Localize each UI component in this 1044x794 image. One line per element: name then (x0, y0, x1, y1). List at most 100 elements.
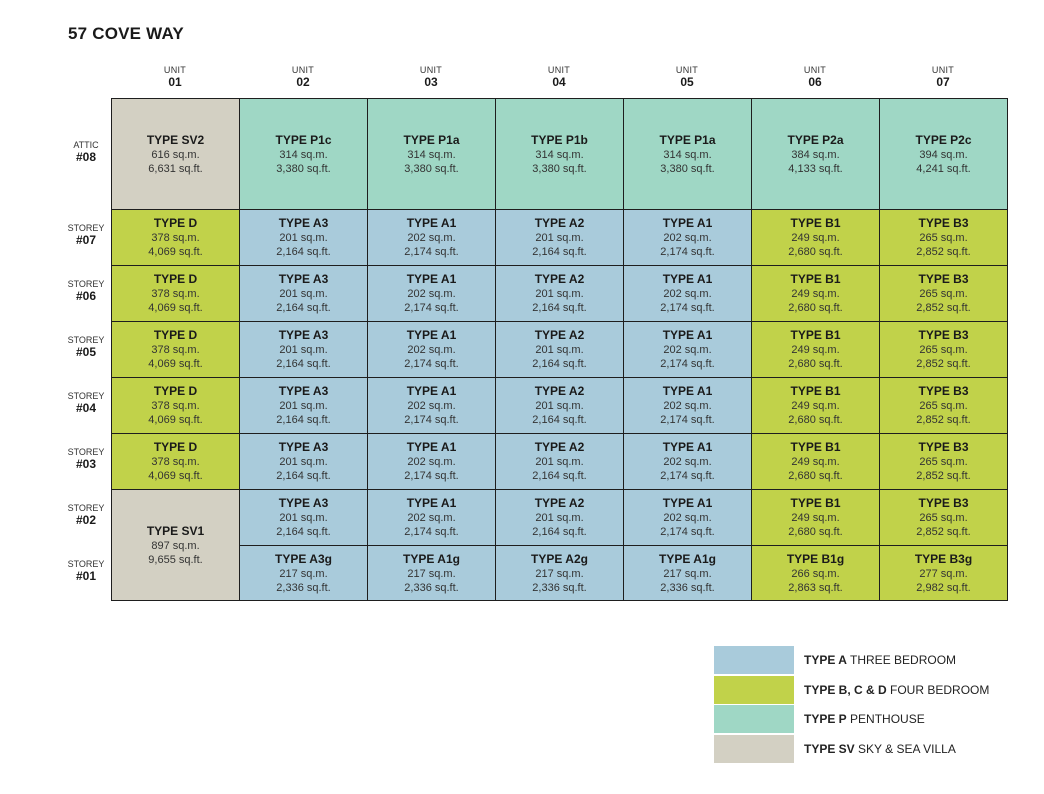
unit-area-sqft: 3,380 sq.ft. (660, 162, 715, 175)
column-header-label: UNIT (803, 65, 827, 75)
unit-type: TYPE A3 (278, 272, 329, 286)
unit-area-sqm: 202 sq.m. (663, 456, 712, 468)
column-header-unit-06: UNIT 06 (751, 65, 879, 89)
unit-area-sqm: 277 sq.m. (919, 567, 968, 580)
unit-area-sqft: 4,069 sq.ft. (148, 302, 203, 314)
unit-area-sqm: 249 sq.m. (791, 400, 840, 412)
unit-cell: TYPE A1 202 sq.m. 2,174 sq.ft. (367, 321, 496, 378)
unit-type: TYPE D (153, 272, 198, 286)
unit-cell: TYPE P1b 314 sq.m. 3,380 sq.ft. (495, 98, 624, 210)
unit-area-sqm: 265 sq.m. (919, 344, 968, 356)
unit-cell: TYPE A3 201 sq.m. 2,164 sq.ft. (239, 321, 368, 378)
unit-type: TYPE A2 (534, 328, 585, 342)
unit-area-sqft: 2,174 sq.ft. (660, 470, 715, 482)
unit-cell: TYPE A1g 217 sq.m. 2,336 sq.ft. (623, 545, 752, 601)
unit-cell: TYPE D 378 sq.m. 4,069 sq.ft. (111, 377, 240, 434)
unit-area-sqft: 2,174 sq.ft. (660, 414, 715, 426)
unit-cell: TYPE B3g 277 sq.m. 2,982 sq.ft. (879, 545, 1008, 601)
unit-cell: TYPE A1 202 sq.m. 2,174 sq.ft. (623, 321, 752, 378)
unit-cell: TYPE A1 202 sq.m. 2,174 sq.ft. (623, 265, 752, 322)
unit-cell: TYPE B3 265 sq.m. 2,852 sq.ft. (879, 321, 1008, 378)
column-header-unit-04: UNIT 04 (495, 65, 623, 89)
column-header-label: UNIT (163, 65, 187, 75)
legend-label-type: TYPE P (804, 712, 847, 726)
row-header-label: STOREY (67, 391, 105, 401)
column-header-number: 07 (936, 75, 950, 89)
unit-area-sqft: 3,380 sq.ft. (404, 162, 459, 175)
legend-swatch (714, 705, 794, 733)
unit-area-sqm: 384 sq.m. (791, 148, 840, 161)
unit-type: TYPE A2 (534, 496, 585, 510)
unit-cell: TYPE P1c 314 sq.m. 3,380 sq.ft. (239, 98, 368, 210)
column-header-label: UNIT (547, 65, 571, 75)
row-header-number: #06 (75, 289, 97, 303)
unit-area-sqft: 3,380 sq.ft. (276, 162, 331, 175)
unit-area-sqm: 201 sq.m. (279, 400, 328, 412)
unit-area-sqft: 2,164 sq.ft. (532, 302, 587, 314)
unit-area-sqm: 201 sq.m. (279, 232, 328, 244)
unit-area-sqft: 4,241 sq.ft. (916, 162, 971, 175)
column-header-label: UNIT (291, 65, 315, 75)
unit-cell: TYPE A3 201 sq.m. 2,164 sq.ft. (239, 377, 368, 434)
unit-area-sqft: 2,680 sq.ft. (788, 246, 843, 258)
unit-cell: TYPE B1 249 sq.m. 2,680 sq.ft. (751, 209, 880, 266)
unit-area-sqft: 2,852 sq.ft. (916, 526, 971, 538)
row-header-number: #04 (75, 401, 97, 415)
unit-type: TYPE A2 (534, 384, 585, 398)
unit-type: TYPE D (153, 440, 198, 454)
unit-cell: TYPE A1 202 sq.m. 2,174 sq.ft. (367, 265, 496, 322)
row-header-floor-05: STOREY #05 (60, 335, 112, 359)
unit-area-sqm: 202 sq.m. (407, 288, 456, 300)
unit-type: TYPE B3 (918, 216, 969, 230)
unit-cell: TYPE A2 201 sq.m. 2,164 sq.ft. (495, 433, 624, 490)
row-header-number: #02 (75, 513, 97, 527)
column-header-number: 05 (680, 75, 694, 89)
unit-area-sqft: 2,852 sq.ft. (916, 246, 971, 258)
legend-item-sv: TYPE SV SKY & SEA VILLA (714, 734, 1004, 763)
unit-type: TYPE B3 (918, 496, 969, 510)
column-header-label: UNIT (931, 65, 955, 75)
unit-type: TYPE A3g (275, 551, 332, 566)
unit-area-sqm: 378 sq.m. (151, 344, 200, 356)
unit-type: TYPE SV1 (146, 523, 205, 538)
legend-label: TYPE P PENTHOUSE (804, 712, 925, 726)
column-header-unit-05: UNIT 05 (623, 65, 751, 89)
unit-cell: TYPE B3 265 sq.m. 2,852 sq.ft. (879, 377, 1008, 434)
row-header-number: #01 (75, 568, 97, 583)
unit-cell: TYPE B3 265 sq.m. 2,852 sq.ft. (879, 489, 1008, 546)
unit-cell: TYPE A1 202 sq.m. 2,174 sq.ft. (367, 377, 496, 434)
unit-type: TYPE A1 (406, 384, 457, 398)
unit-cell: TYPE D 378 sq.m. 4,069 sq.ft. (111, 209, 240, 266)
unit-area-sqft: 2,164 sq.ft. (532, 358, 587, 370)
unit-type: TYPE P1a (403, 132, 460, 147)
unit-area-sqm: 378 sq.m. (151, 456, 200, 468)
unit-area-sqm: 314 sq.m. (279, 148, 328, 161)
unit-area-sqm: 202 sq.m. (407, 456, 456, 468)
unit-cell: TYPE A1 202 sq.m. 2,174 sq.ft. (623, 433, 752, 490)
unit-area-sqft: 6,631 sq.ft. (148, 162, 203, 175)
unit-cell: TYPE A2 201 sq.m. 2,164 sq.ft. (495, 489, 624, 546)
legend-swatch (714, 675, 794, 704)
unit-area-sqm: 897 sq.m. (151, 539, 200, 552)
unit-type: TYPE B1 (790, 216, 841, 230)
unit-cell: TYPE A2g 217 sq.m. 2,336 sq.ft. (495, 545, 624, 601)
unit-area-sqm: 202 sq.m. (663, 344, 712, 356)
unit-area-sqm: 201 sq.m. (535, 232, 584, 244)
unit-area-sqm: 201 sq.m. (279, 344, 328, 356)
unit-area-sqft: 2,174 sq.ft. (404, 302, 459, 314)
unit-area-sqft: 2,174 sq.ft. (404, 526, 459, 538)
unit-cell: TYPE A3g 217 sq.m. 2,336 sq.ft. (239, 545, 368, 601)
unit-type: TYPE D (153, 328, 198, 342)
unit-type: TYPE B1 (790, 440, 841, 454)
unit-type: TYPE A2g (531, 551, 588, 566)
unit-area-sqm: 249 sq.m. (791, 512, 840, 524)
unit-type: TYPE A2 (534, 272, 585, 286)
unit-type: TYPE A1 (662, 496, 713, 510)
column-header-number: 02 (296, 75, 310, 89)
legend-label: TYPE B, C & D FOUR BEDROOM (804, 683, 989, 697)
unit-area-sqm: 201 sq.m. (535, 512, 584, 524)
unit-area-sqm: 217 sq.m. (535, 567, 584, 580)
legend-label-desc: THREE BEDROOM (846, 653, 957, 667)
unit-type: TYPE A3 (278, 496, 329, 510)
unit-cell: TYPE A1 202 sq.m. 2,174 sq.ft. (367, 209, 496, 266)
